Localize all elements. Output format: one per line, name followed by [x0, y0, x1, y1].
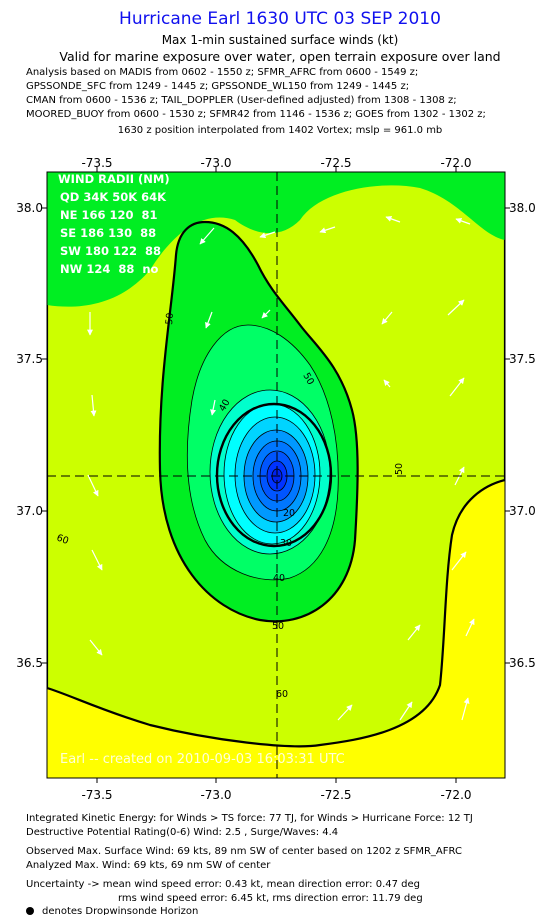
analyzed-max-line: Analyzed Max. Wind: 69 kts, 69 nm SW of …: [26, 860, 271, 871]
map-subtitle: Max 1-min sustained surface winds (kt): [161, 33, 399, 47]
validity-note: Valid for marine exposure over water, op…: [59, 49, 501, 64]
wind-radii-row: NE 166 120 81: [60, 208, 158, 222]
wind-radii-row: QD 34K 50K 64K: [60, 190, 167, 204]
x-tick-label: -73.0: [200, 156, 231, 170]
y-tick-label: 38.0: [509, 201, 536, 215]
x-tick-label: -73.5: [81, 788, 112, 800]
y-tick-label: 37.0: [16, 504, 43, 518]
y-tick-label: 37.0: [509, 504, 536, 518]
tick-marks: [42, 167, 510, 783]
dpr-line: Destructive Potential Rating(0-6) Wind: …: [26, 827, 339, 838]
y-tick-label: 36.5: [509, 656, 536, 670]
contour-region-40-50: [47, 172, 505, 307]
analysis-line: MOORED_BUOY from 0600 - 1530 z; SFMR42 f…: [26, 109, 486, 120]
wind-vectors: [87, 215, 475, 721]
y-axis-right: 38.0 37.5 37.0 36.5: [509, 201, 536, 670]
dropwinsonde-icon: [26, 907, 34, 915]
position-note: 1630 z position interpolated from 1402 V…: [117, 125, 443, 136]
analysis-line: Analysis based on MADIS from 0602 - 1550…: [26, 67, 419, 78]
uncertainty-line: rms wind speed error: 6.45 kt, rms direc…: [118, 893, 423, 904]
x-tick-label: -72.0: [440, 788, 471, 800]
wind-radii-table: WIND RADII (NM) QD 34K 50K 64K NE 166 12…: [58, 172, 170, 276]
wind-radii-row: NW 124 88 no: [60, 262, 159, 276]
ike-line: Integrated Kinetic Energy: for Winds > T…: [26, 813, 473, 824]
wind-radii-row: SE 186 130 88: [60, 226, 156, 240]
y-tick-label: 36.5: [16, 656, 43, 670]
analysis-line: GPSSONDE_SFC from 1249 - 1445 z; GPSSOND…: [26, 81, 410, 92]
x-tick-label: -72.0: [440, 156, 471, 170]
uncertainty-line: Uncertainty -> mean wind speed error: 0.…: [26, 879, 421, 890]
y-tick-label: 37.5: [509, 352, 536, 366]
contour-region-64: [215, 402, 333, 548]
watermark: Earl -- created on 2010-09-03 16:03:31 U…: [60, 752, 345, 767]
contour-label: 40: [217, 398, 233, 414]
contour-label: 30: [280, 538, 292, 549]
contour-label: 40: [273, 573, 285, 584]
wind-radii-title: WIND RADII (NM): [58, 172, 170, 186]
observed-max-line: Observed Max. Surface Wind: 69 kts, 89 n…: [26, 846, 462, 857]
wind-radii-row: SW 180 122 88: [60, 244, 161, 258]
x-axis-bottom: -73.5 -73.0 -72.5 -72.0: [81, 788, 471, 800]
y-axis-left: 38.0 37.5 37.0 36.5: [16, 201, 43, 670]
contour-label: 20: [283, 508, 295, 519]
contour-label: 60: [276, 689, 288, 700]
contour-label: 50: [272, 621, 284, 632]
contour-label: 50: [300, 371, 316, 387]
x-tick-label: -73.0: [200, 788, 231, 800]
dropwinsonde-legend: denotes Dropwinsonde Horizon: [26, 906, 198, 915]
analysis-line: CMAN from 0600 - 1536 z; TAIL_DOPPLER (U…: [26, 95, 457, 106]
plot-frame: [46, 171, 506, 779]
contour-label: 60: [55, 532, 70, 546]
y-tick-label: 37.5: [16, 352, 43, 366]
contour-label: 50: [394, 463, 405, 475]
x-axis-top: -73.5 -73.0 -72.5 -72.0: [81, 156, 471, 170]
wind-analysis-map: 50 50 40 50 60 20 30 40 50 60 WIND RADII…: [16, 156, 536, 800]
legend-label: denotes Dropwinsonde Horizon: [42, 906, 199, 915]
x-tick-label: -72.5: [320, 156, 351, 170]
contour-labels: 50 50 40 50 60 20 30 40 50 60: [55, 312, 405, 700]
x-tick-label: -73.5: [81, 156, 112, 170]
wind-speed-contours: [47, 172, 505, 778]
map-title: Hurricane Earl 1630 UTC 03 SEP 2010: [119, 9, 441, 29]
contour-label: 50: [164, 312, 176, 325]
center-crosshair: [47, 172, 505, 778]
y-tick-label: 38.0: [16, 201, 43, 215]
x-tick-label: -72.5: [320, 788, 351, 800]
